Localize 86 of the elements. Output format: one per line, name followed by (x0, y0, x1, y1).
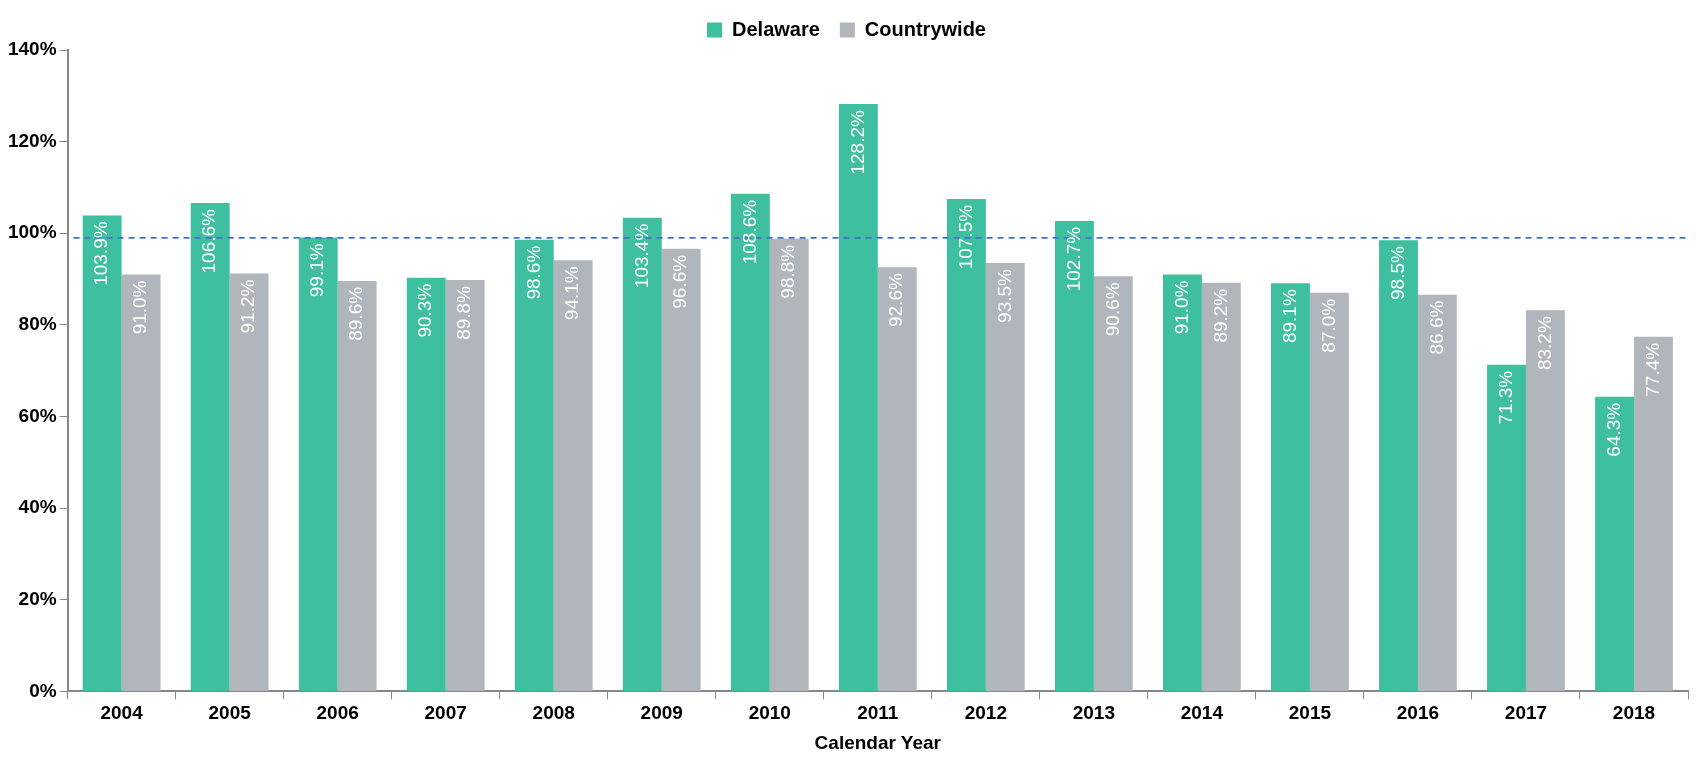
bar (406, 277, 446, 691)
legend-label: Countrywide (864, 17, 986, 40)
data-label: 89.8% (453, 285, 475, 340)
data-label: 92.6% (885, 273, 907, 328)
data-label: 98.8% (777, 244, 799, 299)
bar (337, 280, 377, 691)
y-tick-label: 60% (18, 404, 57, 426)
data-label: 86.6% (1425, 300, 1447, 355)
data-label: 90.6% (1101, 282, 1123, 337)
bar (298, 237, 338, 691)
data-label: 106.6% (198, 208, 220, 274)
x-tick-label: 2005 (208, 702, 252, 724)
bar (877, 267, 917, 691)
bar (553, 260, 593, 691)
bar (838, 104, 878, 691)
data-label: 71.3% (1494, 370, 1516, 425)
bar (661, 248, 701, 691)
bar (229, 273, 269, 691)
x-tick-label: 2004 (100, 702, 144, 724)
x-tick-label: 2007 (424, 702, 467, 724)
data-label: 108.6% (738, 199, 760, 265)
data-label: 91.2% (237, 279, 259, 334)
bar (1093, 276, 1133, 691)
data-label: 103.9% (90, 221, 112, 286)
legend-label: Delaware (732, 17, 820, 40)
x-tick-label: 2018 (1612, 702, 1656, 724)
data-label: 87.0% (1317, 298, 1339, 353)
data-label: 94.1% (561, 266, 583, 321)
data-label: 103.4% (630, 223, 652, 289)
bar (1162, 274, 1202, 691)
x-axis-title: Calendar Year (814, 731, 942, 753)
data-label: 83.2% (1533, 316, 1555, 371)
y-tick-label: 20% (18, 588, 57, 610)
bar (1417, 294, 1457, 691)
data-label: 98.6% (522, 245, 544, 300)
data-label: 77.4% (1641, 342, 1663, 397)
data-label: 90.3% (414, 283, 436, 338)
x-tick-label: 2014 (1180, 702, 1224, 724)
data-label: 89.2% (1209, 288, 1231, 343)
y-tick-label: 120% (7, 129, 57, 151)
y-tick-label: 0% (29, 679, 57, 701)
bar (1379, 240, 1418, 691)
bar (946, 198, 986, 691)
data-label: 99.1% (306, 243, 328, 298)
y-tick-label: 40% (18, 496, 57, 518)
x-tick-label: 2017 (1504, 702, 1548, 724)
data-label: 93.5% (993, 268, 1015, 323)
x-tick-label: 2008 (532, 702, 575, 724)
bar (1054, 220, 1094, 691)
x-tick-label: 2013 (1072, 702, 1115, 724)
bar (622, 217, 662, 691)
bar (769, 238, 809, 691)
data-label: 107.5% (954, 204, 976, 270)
bar (1271, 283, 1310, 691)
x-tick-label: 2015 (1288, 702, 1332, 724)
bar (730, 193, 770, 691)
x-tick-label: 2012 (964, 702, 1007, 724)
data-label: 128.2% (846, 109, 868, 175)
x-tick-label: 2011 (857, 702, 899, 724)
data-label: 98.5% (1386, 246, 1408, 300)
data-label: 96.6% (669, 254, 691, 309)
bar (445, 279, 485, 691)
bar (1525, 310, 1565, 691)
data-label: 102.7% (1062, 226, 1084, 292)
x-tick-label: 2016 (1396, 702, 1440, 724)
bar (985, 263, 1025, 691)
bar (1595, 396, 1634, 691)
x-tick-label: 2009 (640, 702, 683, 724)
data-label: 91.0% (1170, 280, 1192, 335)
bar (82, 215, 122, 691)
bar (1633, 336, 1673, 691)
data-label: 89.6% (345, 286, 367, 341)
bar (190, 203, 230, 691)
bar (1487, 364, 1526, 691)
data-label: 64.3% (1602, 402, 1624, 457)
y-tick-label: 80% (18, 313, 57, 335)
x-tick-label: 2010 (748, 702, 791, 724)
x-tick-label: 2006 (316, 702, 359, 724)
y-tick-label: 100% (7, 221, 57, 243)
bar (1309, 292, 1349, 691)
bar (1201, 282, 1241, 691)
data-label: 91.0% (129, 280, 151, 335)
data-label: 89.1% (1278, 289, 1300, 344)
bar (121, 274, 161, 691)
bar (514, 239, 554, 691)
y-tick-label: 140% (7, 38, 57, 60)
